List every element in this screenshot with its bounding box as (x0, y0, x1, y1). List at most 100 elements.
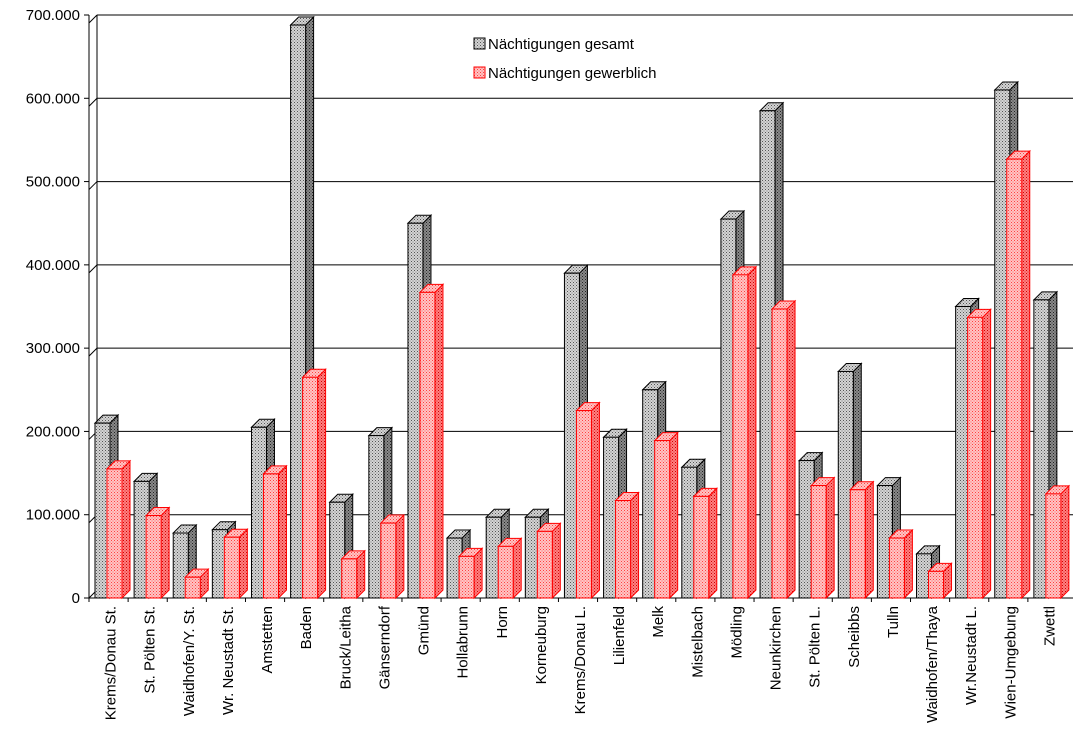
bar-gewerblich (1005, 149, 1031, 600)
bar-gewerblich (770, 299, 797, 600)
bar-side (669, 431, 679, 600)
bar-front (654, 440, 671, 599)
bar-front (1006, 158, 1023, 599)
bar-front (693, 495, 710, 599)
bar-front (458, 555, 475, 599)
bar-front (380, 522, 397, 599)
x-axis-category-labels: Krems/Donau St. St. Pölten St. Waidhofen/Y… (88, 598, 1058, 723)
x-category-label: Wr. Neustadt St. (220, 606, 237, 715)
bar-front (928, 570, 945, 599)
x-category-label: Melk (650, 606, 667, 638)
bar-gewerblich (849, 480, 875, 600)
bar-front (290, 24, 307, 599)
gridline-diag (88, 14, 98, 24)
bar-side (395, 513, 405, 600)
bar-front (262, 473, 279, 599)
bar-front (302, 376, 319, 599)
bar-side (786, 299, 796, 600)
bar-front (615, 500, 632, 599)
bar-side (825, 476, 835, 600)
x-category-label: Gmünd (416, 606, 433, 655)
bar-front (497, 545, 514, 599)
bar-gewerblich (184, 567, 210, 600)
bar-front (341, 558, 358, 599)
bar-gewerblich (496, 537, 523, 600)
bar-side (630, 491, 640, 600)
x-category-label: Waidhofen/Y. St. (181, 606, 198, 716)
x-category-label: Neunkirchen (768, 606, 785, 690)
bars (93, 15, 1071, 600)
gridline-diag (88, 347, 98, 357)
bar-front (575, 410, 592, 599)
bar-gewerblich (418, 283, 445, 600)
y-tick-label: 700.000 (26, 7, 80, 24)
bar-gewerblich (457, 547, 484, 600)
x-category-label: Hollabrunn (455, 606, 472, 679)
bar-front (223, 536, 240, 599)
bar-gewerblich (731, 265, 758, 600)
y-tick-label: 600.000 (26, 90, 80, 107)
y-axis-tick-labels: 0 100.000 200.000 300.000 400.000 500.000 600.… (26, 7, 89, 607)
bar-front (771, 308, 788, 599)
bar-gewerblich (966, 308, 992, 600)
bar-side (1060, 484, 1070, 600)
x-category-label: Wr.Neustadt L. (963, 606, 980, 705)
legend-label-gewerblich: Nächtigungen gewerblich (488, 65, 656, 82)
legend-label-gesamt: Nächtigungen gesamt (488, 36, 635, 53)
bar-front (837, 370, 854, 599)
gridline-diag (88, 97, 98, 107)
x-category-label: Mödling (728, 606, 745, 659)
bar-front (967, 316, 984, 599)
x-category-label: Waidhofen/Thaya (924, 605, 941, 723)
bar-gewerblich (888, 528, 914, 600)
bar-gewerblich (1044, 484, 1071, 600)
x-category-label: Lilienfeld (611, 606, 628, 665)
x-category-label: Krems/Donau St. (103, 606, 120, 720)
bar-side (590, 401, 600, 600)
bar-side (160, 506, 170, 600)
bar-gewerblich (301, 368, 327, 600)
x-category-label: Mistelbach (689, 606, 706, 678)
gridline-diag (88, 264, 98, 274)
x-category-label: Zwettl (1041, 606, 1058, 646)
bar-front (172, 532, 189, 599)
bar-front (888, 537, 905, 599)
bar-gewerblich (614, 491, 640, 600)
bar-front (732, 274, 749, 599)
bar-front (1045, 493, 1062, 599)
bar-front (368, 435, 385, 599)
y-tick-label: 0 (72, 590, 80, 607)
bar-gewerblich (653, 431, 679, 600)
bar-gewerblich (379, 513, 406, 600)
y-tick-label: 300.000 (26, 340, 80, 357)
bar-side (708, 487, 718, 600)
bar-side (434, 283, 444, 600)
bar-front (419, 291, 436, 599)
bar-side (121, 459, 131, 600)
bar-front (145, 515, 162, 599)
bar-gewerblich (262, 464, 288, 600)
bar-front (329, 501, 346, 599)
bar-front (1033, 299, 1050, 599)
x-category-label: Krems/Donau L. (572, 606, 589, 714)
bar-front (810, 485, 827, 599)
bar-front (536, 530, 553, 599)
legend-swatch-gesamt (473, 37, 486, 50)
bar-gewerblich (927, 562, 953, 600)
x-category-label: Scheibbs (846, 606, 863, 668)
x-category-label: St. Pölten St. (142, 606, 159, 694)
bar-side (903, 528, 913, 600)
bar-side (551, 522, 561, 600)
y-tick-label: 100.000 (26, 507, 80, 524)
bar-front (849, 489, 866, 599)
bar-gewerblich (340, 549, 366, 600)
x-category-label: Korneuburg (533, 606, 550, 684)
bar-side (317, 368, 327, 600)
bar-gewerblich (223, 527, 249, 600)
x-category-label: Tulln (885, 606, 902, 638)
bar-gewerblich (575, 401, 601, 600)
x-category-label: Bruck/Leitha (337, 605, 354, 689)
x-category-label: Baden (298, 606, 315, 649)
bar-gewerblich (105, 459, 132, 600)
bar-side (1021, 149, 1031, 600)
